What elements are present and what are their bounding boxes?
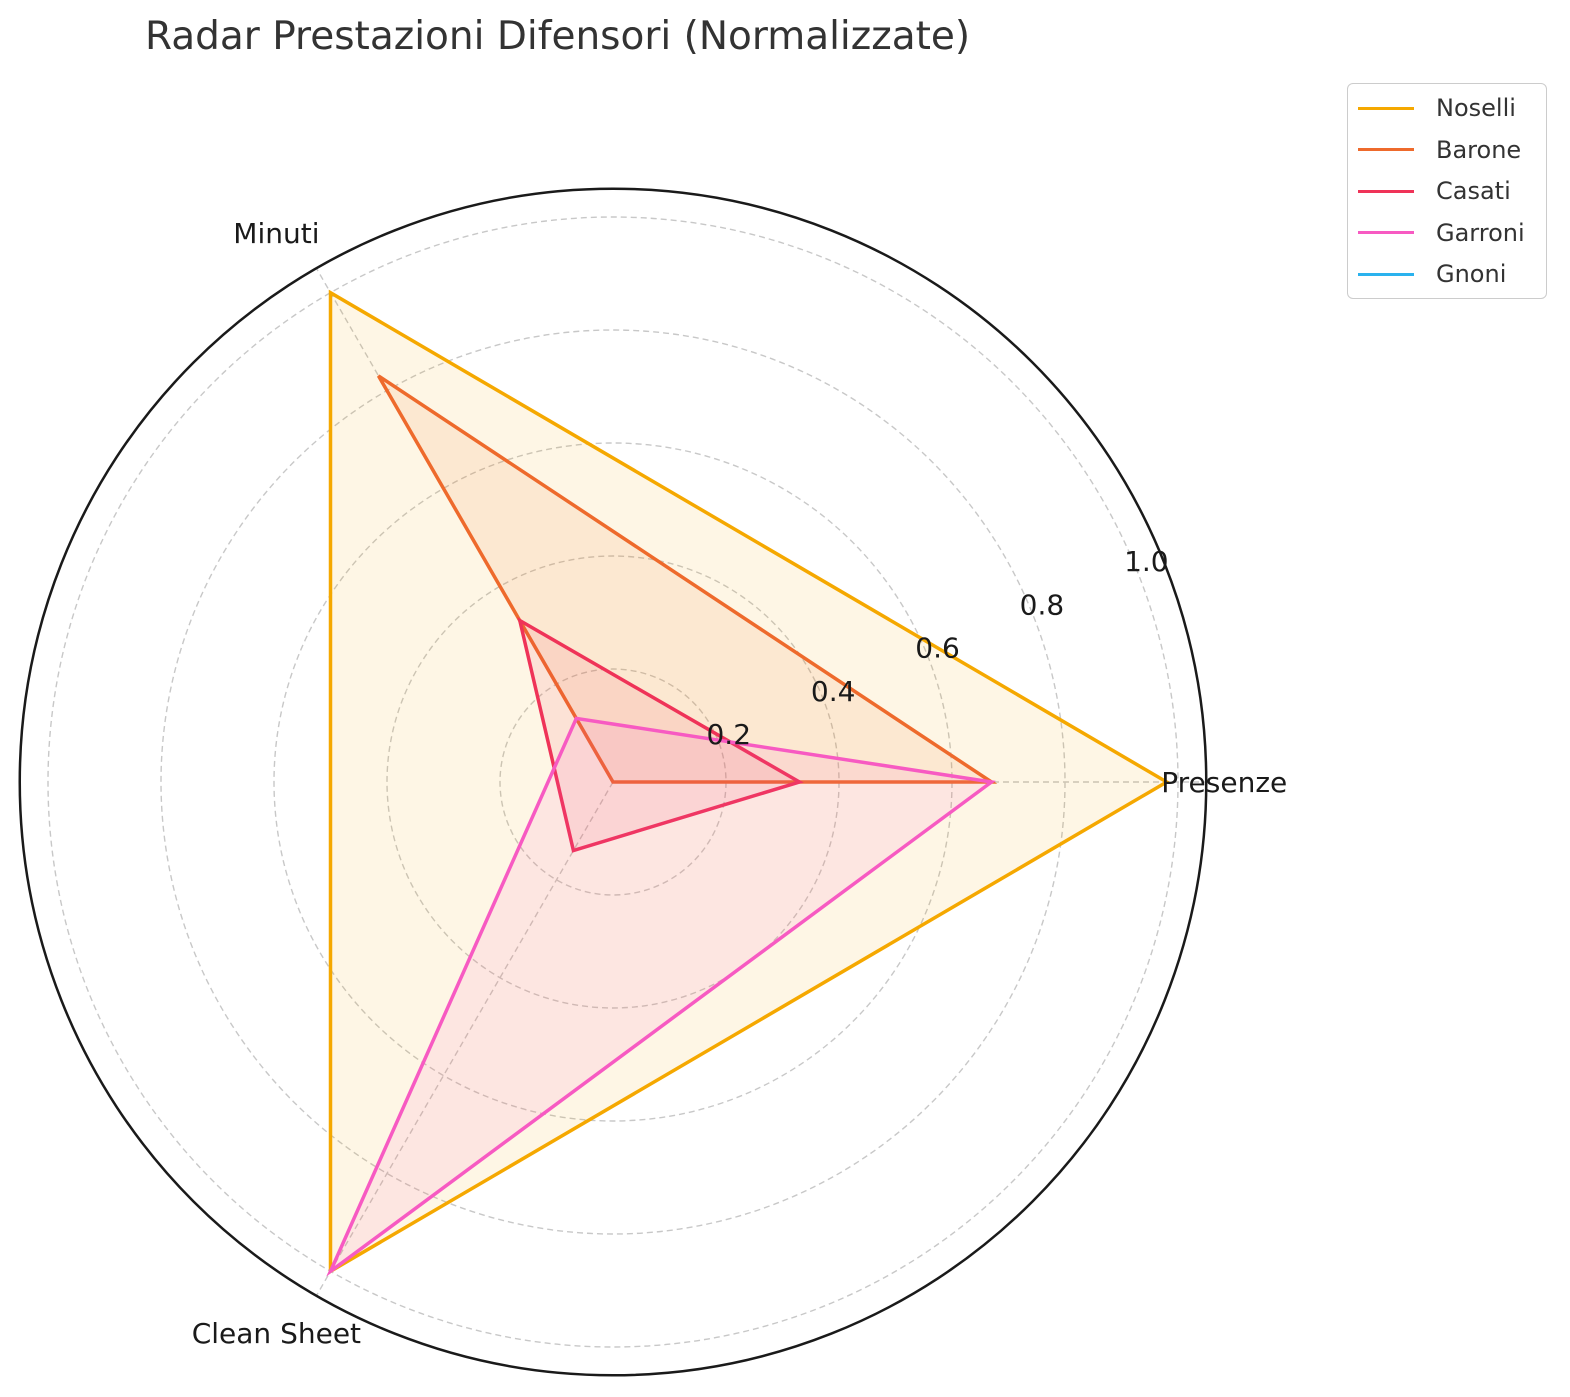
legend-label: Casati bbox=[1436, 177, 1511, 205]
legend-label: Noselli bbox=[1436, 94, 1516, 122]
legend-label: Gnoni bbox=[1436, 260, 1507, 288]
series-fill-garroni bbox=[330, 718, 992, 1272]
series-layer bbox=[326, 289, 1171, 1277]
axis-label-2: Clean Sheet bbox=[192, 1317, 361, 1350]
series-line-garroni bbox=[326, 716, 996, 1277]
series-line-casati bbox=[517, 616, 804, 853]
legend-item: Barone bbox=[1358, 130, 1521, 170]
legend-swatch bbox=[1358, 189, 1414, 193]
legend-swatch bbox=[1358, 272, 1414, 276]
legend-swatch bbox=[1358, 231, 1414, 234]
legend-item: Casati bbox=[1358, 171, 1511, 211]
legend-swatch bbox=[1358, 148, 1414, 151]
r-tick-label-2: 0.6 bbox=[915, 632, 960, 665]
legend-item: Garroni bbox=[1358, 213, 1525, 253]
axis-label-1: Minuti bbox=[233, 217, 319, 250]
outer-frame bbox=[18, 187, 1208, 1377]
r-tick-label-4: 1.0 bbox=[1124, 545, 1169, 578]
r-tick-label-1: 0.4 bbox=[811, 675, 856, 708]
legend-label: Garroni bbox=[1436, 218, 1525, 247]
legend-item: Noselli bbox=[1358, 88, 1516, 128]
series-fill-casati bbox=[519, 620, 800, 851]
legend: Noselli Barone Casati Garroni Gnoni bbox=[1347, 83, 1547, 299]
label-layer: 0.2 0.4 0.6 0.8 1.0 Presenze Minuti Clean Sheet bbox=[192, 217, 1288, 1350]
grid-spoke-1 bbox=[315, 267, 614, 783]
grid-spoke-2 bbox=[315, 781, 614, 1297]
axis-label-0: Presenze bbox=[1161, 766, 1287, 799]
r-tick-label-3: 0.8 bbox=[1020, 588, 1065, 621]
legend-item: Gnoni bbox=[1358, 254, 1506, 294]
legend-swatch bbox=[1358, 106, 1414, 110]
series-line-noselli bbox=[328, 289, 1171, 1275]
legend-label: Barone bbox=[1436, 135, 1522, 164]
chart-title: Radar Prestazioni Difensori (Normalizzat… bbox=[145, 14, 971, 59]
r-tick-label-0: 0.2 bbox=[706, 718, 751, 751]
